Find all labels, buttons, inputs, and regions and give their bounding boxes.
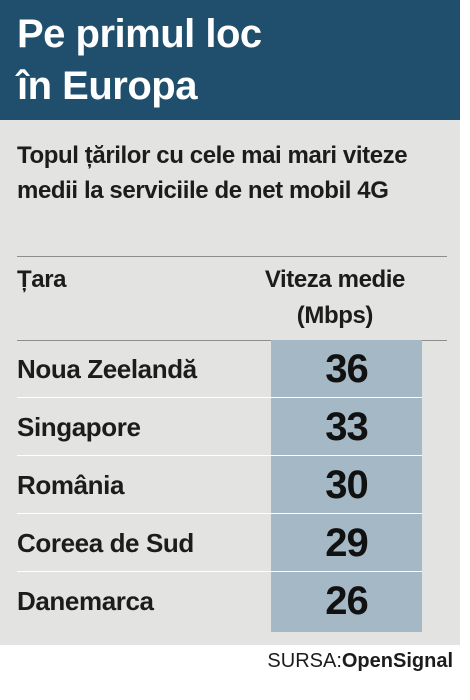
table-row: Singapore 33 [17,398,422,456]
subtitle: Topul țărilor cu cele mai mari viteze me… [17,142,408,204]
table-row: Coreea de Sud 29 [17,514,422,572]
country-name: Coreea de Sud [17,528,194,558]
speed-value: 29 [325,521,369,565]
country-name: Noua Zeelandă [17,354,197,384]
column-header-speed-unit: (Mbps) [296,302,374,329]
row-divider [17,571,422,572]
infographic-card: Pe primul loc în Europa Topul țărilor cu… [0,0,460,645]
title-line-2: în Europa [17,64,197,108]
speed-value: 36 [325,347,369,391]
column-header-speed-label: Viteza medie [264,266,406,293]
title-line-1: Pe primul loc [17,12,262,56]
table-row: Danemarca 26 [17,572,422,630]
source-name: OpenSignal [341,650,453,672]
table-row: România 30 [17,456,422,514]
country-name: Danemarca [17,586,154,616]
row-divider [17,455,422,456]
country-name: România [17,470,125,500]
header-divider-bottom [17,340,447,341]
row-divider [17,513,422,514]
country-name: Singapore [17,412,141,442]
row-divider [17,397,422,398]
column-header-country: Țara [17,266,67,293]
source-prefix: SURSA: [267,650,342,672]
table-row: Noua Zeelandă 36 [17,340,422,398]
speed-value: 30 [325,463,369,507]
speed-value-column [271,340,422,632]
title-banner: Pe primul loc în Europa [0,0,460,120]
column-header-speed: Viteza medie (Mbps) [264,262,406,334]
source-credit: SURSA:OpenSignal [267,650,453,673]
speed-value: 33 [325,405,369,449]
header-divider-top [17,256,447,257]
speed-value: 26 [325,579,369,623]
